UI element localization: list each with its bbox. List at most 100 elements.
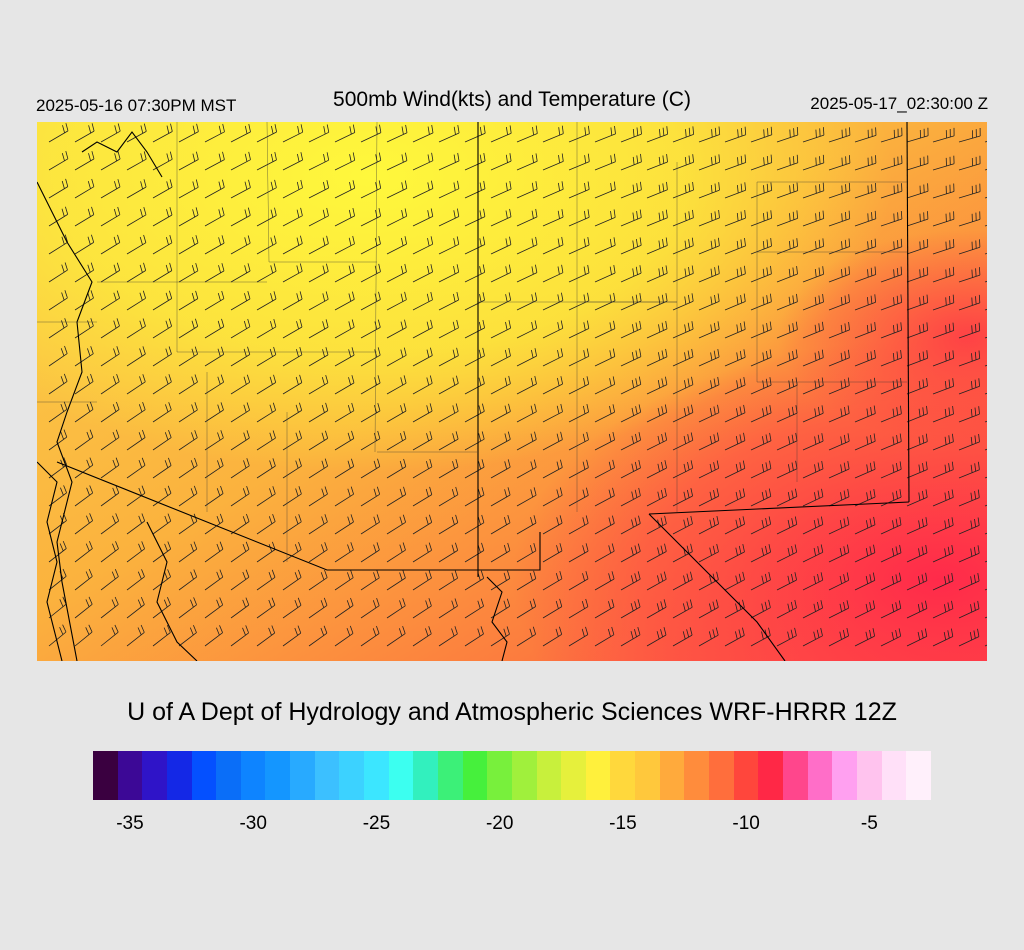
wind-barb: [48, 624, 67, 647]
wind-barb: [100, 485, 120, 507]
wind-barb: [776, 321, 798, 339]
colorbar-swatch: [561, 751, 586, 800]
wind-barb: [126, 401, 146, 423]
colorbar-swatch: [684, 751, 710, 800]
wind-barbs: [48, 123, 987, 647]
wind-barb: [152, 624, 171, 647]
wind-barb: [568, 598, 589, 619]
wind-barb: [516, 153, 538, 171]
wind-barb: [490, 208, 512, 227]
wind-barb: [386, 124, 408, 143]
wind-barb: [620, 293, 642, 311]
wind-barb: [906, 350, 928, 367]
wind-barb: [828, 405, 850, 423]
wind-barb: [334, 375, 355, 395]
wind-barb: [48, 540, 67, 563]
wind-barb: [438, 236, 460, 255]
wind-barb: [880, 489, 902, 507]
wind-barb: [48, 345, 68, 367]
wind-barb: [412, 570, 432, 591]
wind-barb: [126, 624, 145, 647]
wind-barb: [672, 432, 694, 451]
wind-barb: [334, 152, 356, 171]
wind-barb: [334, 458, 355, 479]
wind-barb: [100, 429, 120, 451]
wind-barb: [282, 179, 303, 199]
wind-barb: [204, 374, 224, 395]
wind-barb: [490, 487, 511, 507]
wind-barb: [438, 459, 459, 479]
wind-barb: [464, 236, 486, 255]
wind-barb: [932, 433, 954, 451]
wind-barb: [178, 179, 199, 199]
wind-barb: [126, 541, 145, 563]
wind-barb: [646, 154, 668, 171]
wind-barb: [828, 572, 850, 591]
wind-barb: [568, 181, 590, 199]
wind-barb: [334, 402, 355, 423]
wind-barb: [490, 514, 511, 535]
wind-barb: [698, 460, 720, 479]
wind-barb: [308, 597, 328, 619]
wind-barb: [334, 514, 354, 535]
wind-barb: [308, 263, 329, 283]
wind-barb: [802, 544, 824, 563]
wind-barb: [906, 211, 929, 227]
wind-barb: [776, 488, 798, 507]
wind-barb: [256, 430, 276, 451]
wind-barb: [412, 375, 433, 395]
wind-barb: [724, 627, 745, 647]
wind-barb: [750, 516, 772, 535]
wind-barb: [360, 430, 381, 451]
wind-barb: [464, 431, 485, 451]
valid-time-utc: 2025-05-17_02:30:00 Z: [810, 94, 988, 113]
wind-barb: [620, 626, 641, 647]
wind-barb: [464, 347, 485, 367]
wind-barb: [880, 461, 902, 479]
wind-barb: [516, 459, 537, 479]
wind-barb: [282, 152, 303, 171]
wind-barb: [308, 207, 329, 227]
wind-barb: [932, 266, 955, 283]
wind-barb: [542, 125, 564, 143]
wind-barb: [672, 321, 694, 339]
wind-barb: [412, 208, 434, 227]
wind-barb: [854, 349, 876, 367]
wind-barb: [646, 571, 667, 591]
wind-barb: [282, 625, 302, 647]
colorbar-swatch: [511, 751, 537, 800]
wind-barb: [594, 320, 616, 339]
wind-barb: [802, 238, 824, 255]
wind-barb: [438, 292, 459, 311]
wind-barb: [906, 517, 928, 535]
wind-barb: [334, 124, 356, 143]
colorbar-swatch: [610, 751, 636, 800]
wind-barb: [932, 183, 955, 199]
wind-barb: [48, 262, 68, 283]
wind-barb: [256, 318, 277, 339]
wind-barb: [776, 210, 798, 227]
wind-barb: [828, 544, 850, 563]
wind-barb: [932, 322, 955, 339]
wind-barb: [230, 485, 250, 507]
wind-barb: [542, 570, 563, 591]
wind-barb: [308, 458, 328, 479]
wind-barb: [568, 264, 590, 283]
wind-barb: [542, 515, 563, 535]
wind-barb: [412, 152, 434, 171]
wind-barb: [100, 234, 121, 255]
wind-barb: [672, 265, 694, 283]
wind-barb: [776, 599, 797, 619]
wind-barb: [932, 545, 954, 563]
wind-barb: [412, 486, 433, 507]
river-north: [81, 131, 163, 178]
wind-barb: [880, 183, 903, 199]
colorbar-tick-label: -20: [485, 813, 514, 834]
boundary-nm-tx-south: [648, 501, 910, 515]
wind-barb: [74, 513, 93, 535]
wind-barb: [802, 627, 823, 647]
wind-barb: [958, 489, 980, 507]
wind-barb: [126, 262, 147, 283]
wind-barb: [906, 266, 929, 283]
wind-barb: [958, 294, 981, 311]
